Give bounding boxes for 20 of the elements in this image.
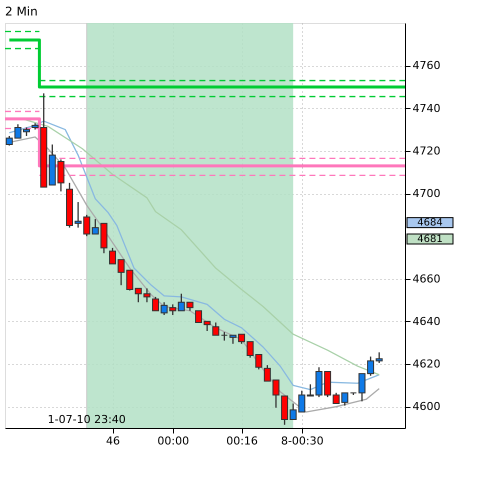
y-tick-label: 4660	[412, 272, 440, 286]
candlestick	[341, 392, 348, 406]
x-tick-label: 00:00	[157, 434, 190, 448]
text: 4684	[417, 218, 443, 229]
ref-line-label: 1-07-10 23:40	[48, 413, 126, 426]
x-tick-label: 00:16	[226, 434, 258, 448]
candlestick	[220, 331, 228, 342]
candlestick	[212, 322, 220, 336]
x-tick-label: 8-00:30	[280, 434, 324, 448]
candlestick	[255, 354, 262, 370]
y-tick-label: 4620	[412, 358, 440, 371]
chart-title: 2 Min	[5, 4, 38, 18]
x-tick-label: 46	[106, 434, 120, 448]
y-tick-label: 4720	[412, 144, 440, 158]
y-tick-label: 4700	[412, 187, 440, 200]
y-tick-label: 4600	[412, 400, 440, 414]
y-tick-label: 4760	[412, 59, 440, 72]
y-tick-label: 4640	[412, 314, 440, 328]
y-tick-label: 4740	[412, 102, 440, 115]
text: 4681	[417, 234, 443, 246]
